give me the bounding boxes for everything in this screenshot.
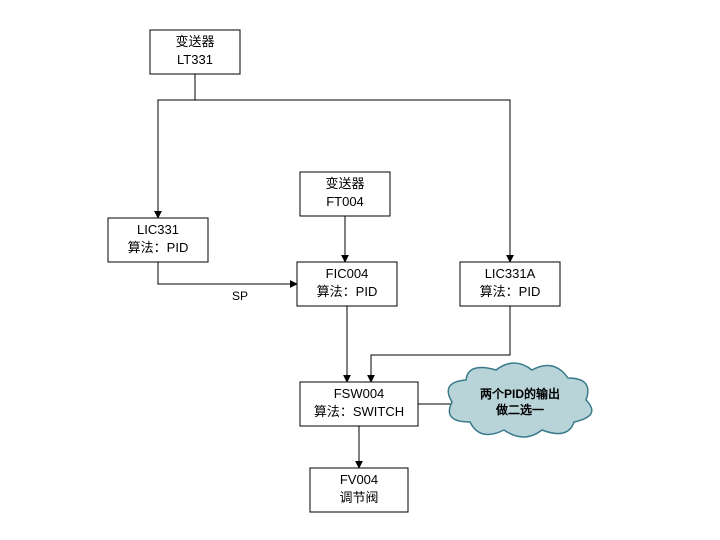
node-lt331-line2: LT331 — [177, 52, 213, 67]
node-fic004-line1: FIC004 — [326, 266, 369, 281]
edge-lic331-to-fic004 — [158, 262, 297, 284]
cloud-line1: 两个PID的输出 — [480, 386, 560, 401]
node-lic331a-line1: LIC331A — [485, 266, 536, 281]
node-lt331: 变送器 LT331 — [150, 30, 240, 74]
cloud-callout: 两个PID的输出做二选一 — [448, 363, 592, 437]
node-fsw004-line1: FSW004 — [334, 386, 385, 401]
node-lic331a-line2: 算法：PID — [480, 284, 541, 299]
flowchart-canvas: 变送器 LT331 LIC331 算法：PID 变送器 FT004 FIC004 算法：PID… — [0, 0, 720, 540]
node-fsw004: FSW004 算法：SWITCH — [300, 382, 418, 426]
label-sp: SP — [232, 289, 248, 303]
node-fv004-line1: FV004 — [340, 472, 378, 487]
node-fsw004-line2: 算法：SWITCH — [314, 404, 404, 419]
node-lic331-line1: LIC331 — [137, 222, 179, 237]
node-lic331a: LIC331A 算法：PID — [460, 262, 560, 306]
node-fv004: FV004 调节阀 — [310, 468, 408, 512]
node-fv004-line2: 调节阀 — [339, 490, 378, 505]
cloud-line2: 做二选一 — [495, 402, 544, 417]
node-lic331-line2: 算法：PID — [128, 240, 189, 255]
node-ft004-line2: FT004 — [326, 194, 364, 209]
node-lt331-line1: 变送器 — [175, 34, 214, 49]
node-fic004: FIC004 算法：PID — [297, 262, 397, 306]
node-ft004-line1: 变送器 — [325, 176, 364, 191]
node-ft004: 变送器 FT004 — [300, 172, 390, 216]
node-fic004-line2: 算法：PID — [317, 284, 378, 299]
node-lic331: LIC331 算法：PID — [108, 218, 208, 262]
edge-lt331-to-lic331 — [158, 74, 195, 218]
